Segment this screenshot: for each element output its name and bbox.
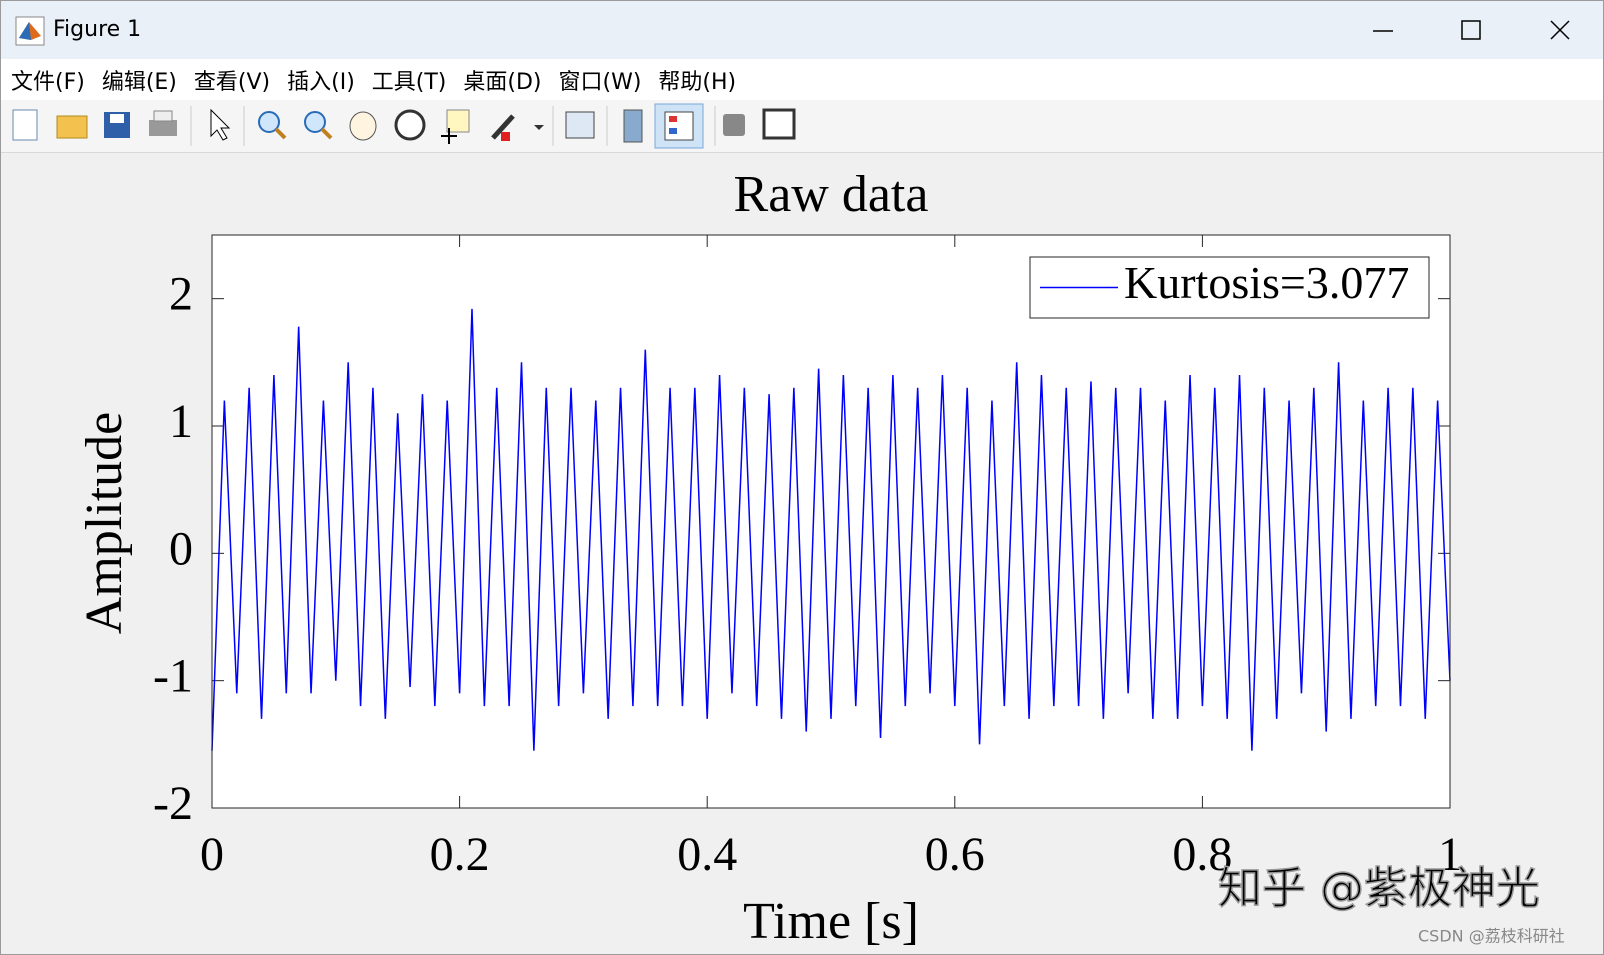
x-tick-label: 0.6 (925, 828, 985, 881)
toolbar-button[interactable] (623, 109, 643, 143)
menu-item[interactable]: 编辑(E) (101, 69, 177, 95)
toolbar-button[interactable] (491, 114, 544, 141)
toolbar-button[interactable] (441, 109, 470, 144)
menu-item[interactable]: 帮助(H) (658, 69, 737, 95)
x-tick-label: 0.4 (677, 828, 737, 881)
toolbar-button[interactable] (149, 110, 177, 136)
legend-box (1029, 256, 1430, 319)
menu-item[interactable]: 查看(V) (193, 69, 271, 95)
x-tick-label: 0.2 (430, 828, 490, 881)
y-tick-label: 0 (169, 522, 193, 575)
menu-item[interactable]: 插入(I) (287, 69, 355, 95)
menu-item[interactable]: 窗口(W) (558, 69, 642, 95)
toolbar-button[interactable] (12, 109, 38, 141)
data-line (211, 308, 1451, 751)
toolbar-button[interactable] (104, 112, 130, 138)
menu-item[interactable]: 桌面(D) (463, 69, 542, 95)
x-tick-label: 0.8 (1172, 828, 1232, 881)
toolbar-icons (12, 103, 796, 149)
maximize-button[interactable] (1461, 20, 1481, 40)
toolbar-button[interactable] (654, 103, 704, 149)
x-tick-label: 0 (200, 828, 224, 881)
toolbar-button[interactable] (349, 111, 377, 141)
toolbar-button[interactable] (723, 114, 745, 136)
window-title: Figure 1 (53, 17, 142, 42)
menu-item[interactable]: 文件(F) (11, 69, 85, 95)
x-tick-label: 1 (1438, 828, 1462, 881)
app-icon (15, 16, 45, 46)
toolbar-button[interactable] (304, 111, 333, 140)
menu-bar: 文件(F) 编辑(E) 查看(V) 插入(I) 工具(T) 桌面(D) 窗口(W) 帮助(H) (1, 59, 1603, 100)
toolbar (1, 100, 1603, 153)
title-bar: Figure 1 (1, 1, 1603, 59)
toolbar-button[interactable] (394, 109, 426, 141)
axes-box (211, 234, 1451, 809)
y-tick-label: -1 (153, 650, 193, 703)
y-axis-label: Amplitude (76, 412, 133, 634)
y-tick-label: -2 (153, 777, 193, 830)
toolbar-button[interactable] (565, 111, 595, 139)
toolbar-button[interactable] (56, 115, 88, 139)
y-tick-label: 1 (169, 395, 193, 448)
window-controls (1373, 20, 1570, 40)
toolbar-button[interactable] (762, 108, 796, 140)
close-button[interactable] (1550, 20, 1570, 40)
plot-area (212, 235, 1450, 808)
x-axis-label: Time [s] (743, 893, 919, 950)
legend-label: Kurtosis=3.077 (1124, 257, 1409, 308)
toolbar-button[interactable] (210, 108, 231, 141)
watermark: 知乎 @紫极神光 (1218, 863, 1540, 914)
watermark: CSDN @荔枝科研社 (1418, 927, 1565, 946)
y-tick-label: 2 (169, 268, 193, 321)
menu-item[interactable]: 工具(T) (371, 69, 447, 95)
chart-title: Raw data (734, 166, 929, 223)
toolbar-button[interactable] (258, 111, 287, 140)
